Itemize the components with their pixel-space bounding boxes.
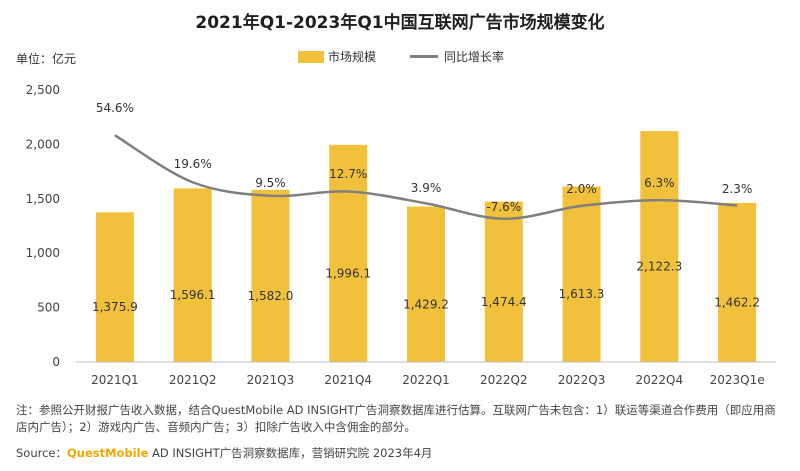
growth-rate-line xyxy=(114,134,738,221)
bar-value-label: 1,474.4 xyxy=(481,295,527,309)
x-tick-label: 2021Q1 xyxy=(91,373,139,387)
bar-2021Q4 xyxy=(329,144,368,362)
bar-value-label: 1,462.2 xyxy=(714,295,760,309)
chart-area: 0 500 1,000 1,500 2,000 2,500 2021Q1 2021Q2 2021… xyxy=(26,83,776,387)
unit-label: 单位：亿元 xyxy=(16,52,77,66)
growth-rate-label: 2.3% xyxy=(722,182,753,196)
bar-2021Q1 xyxy=(95,212,134,362)
x-tick-label: 2021Q2 xyxy=(169,373,217,387)
bar-2021Q3 xyxy=(251,189,290,362)
bar-value-label: 1,582.0 xyxy=(248,289,294,303)
bar-2022Q3 xyxy=(562,186,601,362)
bar-2022Q4 xyxy=(640,131,679,362)
y-tick-label: 500 xyxy=(37,301,60,315)
chart-title: 2021年Q1-2023年Q1中国互联网广告市场规模变化 xyxy=(195,13,605,33)
x-tick-label: 2022Q2 xyxy=(480,373,528,387)
bar-value-label: 1,375.9 xyxy=(92,300,138,314)
y-tick-label: 1,500 xyxy=(26,192,60,206)
growth-rate-label: 54.6% xyxy=(96,101,134,115)
growth-rate-label: 6.3% xyxy=(644,176,675,190)
bar-2023Q1e xyxy=(718,202,757,362)
bar-2022Q2 xyxy=(484,201,523,362)
growth-rate-label: 9.5% xyxy=(255,176,286,190)
source-prefix: Source： xyxy=(16,446,67,460)
bar-value-label: 1,996.1 xyxy=(325,266,371,280)
x-tick-label: 2023Q1e xyxy=(710,373,765,387)
bar-2022Q1 xyxy=(407,206,445,362)
x-tick-label: 2022Q1 xyxy=(402,373,450,387)
bar-value-label: 2,122.3 xyxy=(636,260,682,274)
growth-rate-label: 19.6% xyxy=(174,157,212,171)
growth-rate-label: 2.0% xyxy=(566,182,597,196)
footnote: 注：参照公开财报广告收入数据，结合QuestMobile AD INSIGHT广… xyxy=(16,403,776,434)
bar-value-label: 1,596.1 xyxy=(170,288,216,302)
legend-bar-label: 市场规模 xyxy=(328,50,377,64)
y-tick-label: 2,000 xyxy=(26,137,60,151)
legend-line-swatch xyxy=(410,55,439,58)
legend-bar-swatch xyxy=(298,50,324,63)
x-tick-label: 2021Q3 xyxy=(247,373,295,387)
growth-rate-label: -7.6% xyxy=(486,200,521,214)
bar-2021Q2 xyxy=(173,188,212,362)
x-tick-label: 2021Q4 xyxy=(324,373,372,387)
bar-value-label: 1,429.2 xyxy=(403,297,449,311)
source-line: Source：QuestMobile AD INSIGHT广告洞察数据库，营销研… xyxy=(16,445,432,461)
source-brand: QuestMobile xyxy=(67,446,149,460)
y-tick-label: 1,000 xyxy=(26,246,60,260)
legend-line-label: 同比增长率 xyxy=(444,50,505,64)
source-rest: AD INSIGHT广告洞察数据库，营销研究院 2023年4月 xyxy=(148,446,433,460)
growth-rate-label: 3.9% xyxy=(411,181,442,195)
x-tick-label: 2022Q3 xyxy=(558,373,606,387)
y-tick-label: 0 xyxy=(52,355,60,369)
bar-value-label: 1,613.3 xyxy=(559,287,605,301)
growth-rate-label: 12.7% xyxy=(329,167,367,181)
legend: 市场规模 同比增长率 xyxy=(298,48,504,65)
x-tick-label: 2022Q4 xyxy=(636,373,684,387)
y-tick-label: 2,500 xyxy=(26,83,60,97)
